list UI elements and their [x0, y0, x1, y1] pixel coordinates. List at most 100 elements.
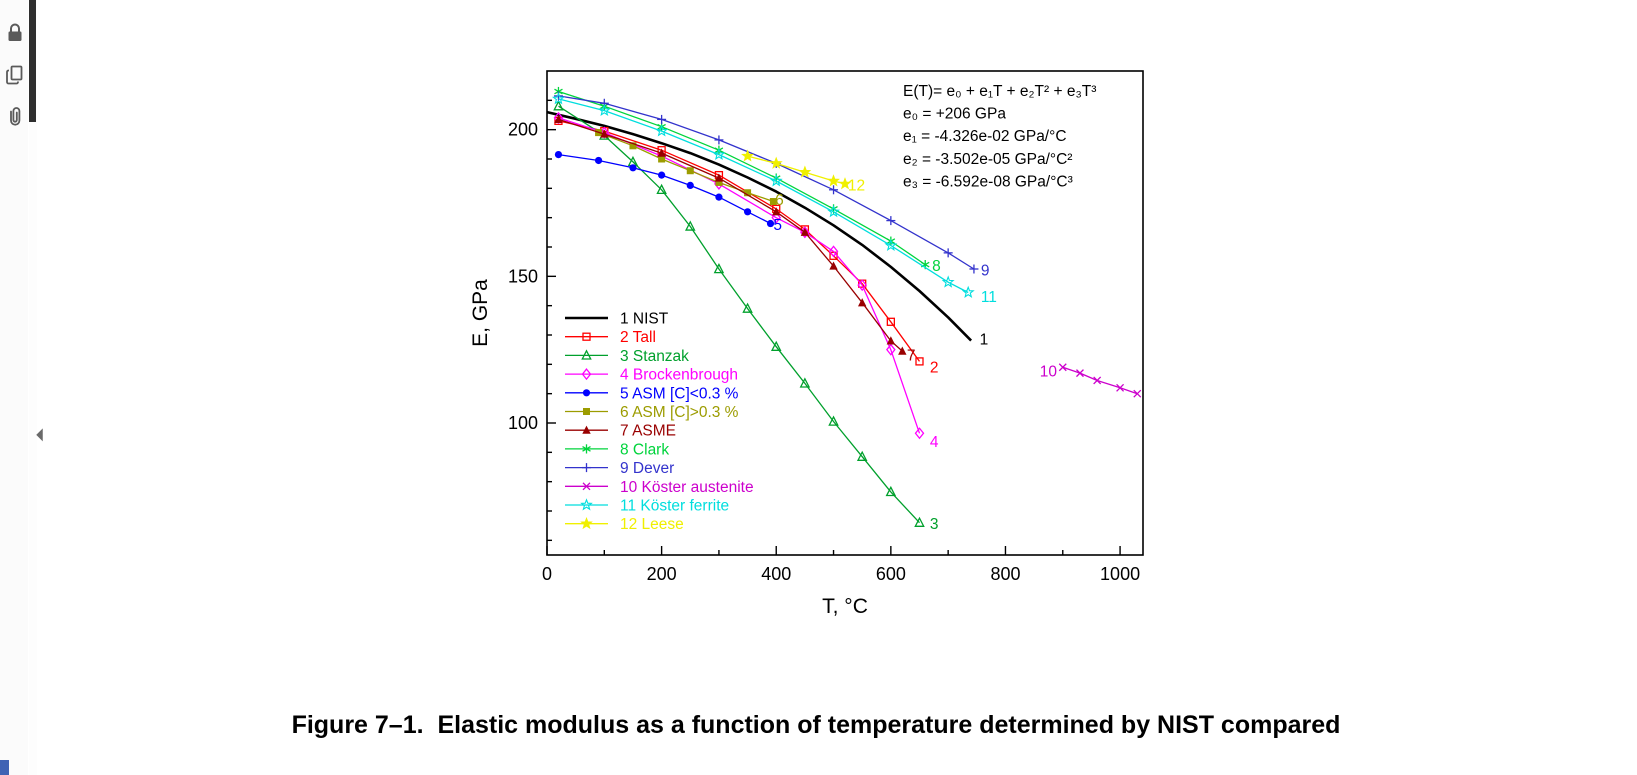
marker	[884, 238, 898, 251]
window-corner-accent	[0, 760, 9, 775]
marker	[581, 368, 592, 381]
marker	[856, 450, 868, 461]
marker	[686, 181, 694, 189]
series-end-label: 2	[930, 359, 939, 376]
marker	[914, 427, 925, 440]
marker	[686, 167, 694, 175]
copy-pages-button[interactable]	[3, 62, 29, 88]
marker	[582, 482, 591, 491]
series-end-label: 11	[981, 289, 997, 306]
series-3: 3	[553, 100, 938, 533]
marker	[554, 151, 563, 159]
marker	[656, 183, 667, 195]
attachment-button[interactable]	[3, 104, 29, 130]
marker	[941, 275, 955, 288]
marker	[713, 262, 725, 274]
marker	[581, 349, 592, 360]
marker	[597, 103, 611, 117]
marker	[715, 193, 723, 201]
series-end-label: 6	[775, 192, 784, 209]
x-tick-label: 800	[990, 564, 1020, 584]
marker	[898, 346, 907, 355]
legend-label: 10 Köster austenite	[620, 479, 754, 496]
copy-pages-icon	[6, 65, 23, 85]
series-5: 5	[554, 151, 782, 234]
marker	[600, 129, 609, 138]
marker	[886, 343, 896, 356]
marker	[551, 92, 565, 105]
legend-item: 6 ASM [C]>0.3 %	[565, 404, 739, 421]
marker	[771, 211, 782, 224]
x-axis-title: T, °C	[822, 595, 868, 618]
marker	[828, 245, 839, 258]
legend-label: 1 NIST	[620, 311, 669, 328]
series-end-label: 9	[981, 262, 990, 279]
marker	[828, 415, 839, 426]
marker	[582, 446, 591, 452]
series-line	[558, 117, 921, 434]
marker	[583, 408, 590, 415]
legend-item: 3 Stanzak	[565, 348, 689, 365]
marker	[827, 174, 840, 187]
marker	[553, 100, 564, 111]
marker	[582, 389, 591, 397]
marker	[743, 208, 752, 216]
marker	[766, 219, 775, 228]
equation-line: e₀ = +206 GPa	[903, 106, 1006, 123]
series-line	[558, 105, 920, 524]
legend-label: 3 Stanzak	[620, 348, 689, 365]
legend-label: 6 ASM [C]>0.3 %	[620, 404, 739, 421]
marker	[885, 485, 897, 497]
marker	[829, 261, 838, 270]
lock-icon	[8, 23, 22, 41]
sidebar-scrollbar-thumb[interactable]	[29, 0, 36, 122]
y-axis-title: E, GPa	[469, 279, 492, 347]
series-1: 1	[546, 110, 988, 348]
marker	[799, 377, 811, 388]
x-tick-label: 200	[647, 564, 677, 584]
sidebar-collapse-button[interactable]	[33, 424, 46, 446]
marker	[857, 279, 868, 292]
series-line	[1062, 366, 1138, 395]
series-11: 11	[551, 92, 997, 306]
marker	[685, 220, 696, 231]
legend-label: 12 Leese	[620, 516, 684, 533]
figure-caption-line1: Figure 7–1. Elastic modulus as a functio…	[291, 711, 1341, 739]
lock-button[interactable]	[3, 20, 29, 46]
marker	[658, 155, 666, 163]
marker	[580, 498, 593, 511]
series-end-label: 10	[1040, 364, 1058, 381]
chevron-left-icon	[36, 428, 43, 442]
series-line	[558, 118, 903, 352]
equation-line: e₁ = -4.326e-02 GPa/°C	[903, 128, 1067, 145]
marker	[1133, 389, 1142, 398]
legend-item: 11 Köster ferrite	[565, 498, 729, 515]
series-end-label: 7	[907, 348, 916, 365]
legend-item: 5 ASM [C]<0.3 %	[565, 385, 739, 402]
marker	[582, 332, 591, 341]
marker	[961, 285, 975, 298]
marker	[741, 149, 754, 162]
legend-label: 2 Tall	[620, 329, 656, 346]
sidebar-scrollbar-track[interactable]	[29, 0, 37, 775]
equation-line: e₃ = -6.592e-08 GPa/°C³	[903, 173, 1073, 190]
legend-item: 12 Leese	[565, 516, 684, 533]
axes: 0 200 400 600 800 1000 100 150 200 T, °C E, GPa	[469, 70, 1144, 618]
x-tick-label: 0	[542, 564, 552, 584]
y-tick-label: 100	[508, 413, 538, 433]
marker	[582, 425, 591, 434]
marker	[742, 302, 753, 313]
marker	[658, 171, 666, 179]
legend-item: 4 Brockenbrough	[565, 367, 738, 384]
series-end-label: 12	[848, 177, 865, 194]
marker	[769, 198, 777, 206]
legend-item: 10 Köster austenite	[565, 479, 754, 496]
series-end-label: 4	[930, 434, 939, 451]
series-7: 7	[554, 114, 916, 365]
legend-label: 4 Brockenbrough	[620, 367, 738, 384]
marker	[886, 336, 896, 345]
y-tick-label: 200	[508, 120, 538, 140]
marker	[1058, 363, 1067, 372]
marker	[1093, 376, 1102, 385]
